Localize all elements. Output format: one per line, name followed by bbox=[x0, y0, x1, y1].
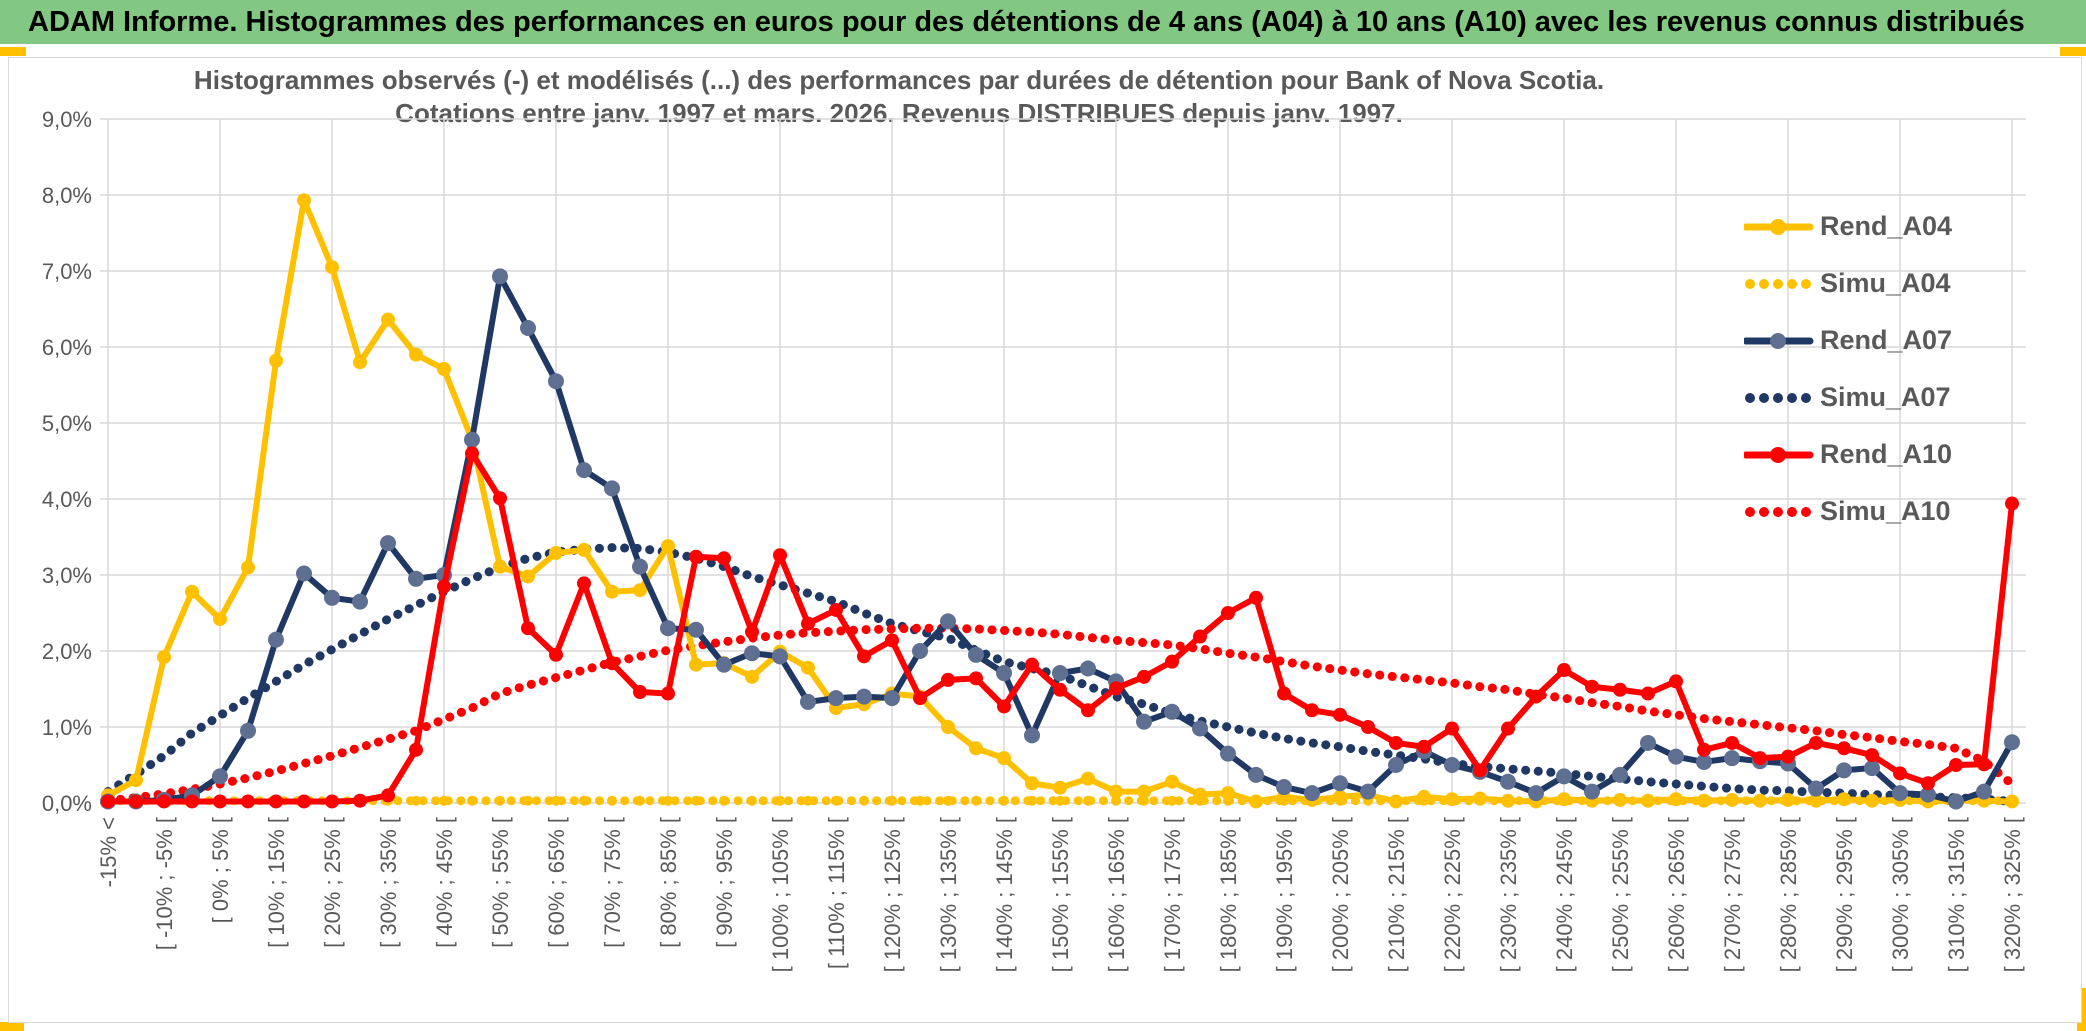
x-tick-label: [ 130% ; 135% [ bbox=[936, 817, 961, 972]
x-tick-label: [ 30% ; 35% [ bbox=[376, 817, 401, 948]
legend-item-Rend_A10[interactable]: Rend_A10 bbox=[1744, 426, 2044, 483]
x-tick-label: [ 100% ; 105% [ bbox=[768, 817, 793, 972]
y-tick-label: 1,0% bbox=[42, 715, 92, 740]
legend-swatch-solid bbox=[1744, 332, 1814, 349]
legend-item-Simu_A04[interactable]: Simu_A04 bbox=[1744, 255, 2044, 312]
x-tick-label: [ 230% ; 235% [ bbox=[1496, 817, 1521, 972]
x-tick-label: [ 260% ; 265% [ bbox=[1664, 817, 1689, 972]
legend-swatch-dotted bbox=[1745, 506, 1811, 517]
series-Rend_A10 bbox=[101, 446, 2019, 809]
x-tick-label: [ 290% ; 295% [ bbox=[1832, 817, 1857, 972]
legend-item-Rend_A07[interactable]: Rend_A07 bbox=[1744, 312, 2044, 369]
chart-legend: Rend_A04 Simu_A04 Rend_A07 Simu_A07 Rend_A10… bbox=[1744, 198, 2044, 540]
legend-swatch-dotted bbox=[1745, 278, 1811, 289]
y-tick-label: 4,0% bbox=[42, 487, 92, 512]
x-tick-label: [ 210% ; 215% [ bbox=[1384, 817, 1409, 972]
y-tick-label: 8,0% bbox=[42, 183, 92, 208]
legend-swatch-solid bbox=[1744, 446, 1814, 463]
x-tick-label: [ -10% ; -5% [ bbox=[152, 817, 177, 950]
x-tick-label: [ 180% ; 185% [ bbox=[1216, 817, 1241, 972]
x-tick-label: [ 300% ; 305% [ bbox=[1888, 817, 1913, 972]
x-tick-label: [ 200% ; 205% [ bbox=[1328, 817, 1353, 972]
y-tick-label: 6,0% bbox=[42, 335, 92, 360]
chart-title-line1: Histogrammes observés (-) et modélisés (… bbox=[193, 65, 1605, 95]
x-tick-label: [ 250% ; 255% [ bbox=[1608, 817, 1633, 972]
series-Simu_A10 bbox=[103, 623, 2017, 806]
legend-label: Simu_A04 bbox=[1820, 268, 1951, 298]
y-tick-label: 9,0% bbox=[42, 107, 92, 132]
legend-label: Simu_A10 bbox=[1820, 496, 1951, 526]
legend-item-Rend_A04[interactable]: Rend_A04 bbox=[1744, 198, 2044, 255]
y-tick-label: 3,0% bbox=[42, 563, 92, 588]
x-tick-label: [ 240% ; 245% [ bbox=[1552, 817, 1577, 972]
x-tick-label: [ 70% ; 75% [ bbox=[600, 817, 625, 948]
x-tick-label: [ 150% ; 155% [ bbox=[1048, 817, 1073, 972]
x-tick-label: [ 270% ; 275% [ bbox=[1720, 817, 1745, 972]
title-banner: ADAM Informe. Histogrammes des performan… bbox=[0, 0, 2086, 44]
series-Rend_A07 bbox=[100, 268, 2020, 810]
corner-accent-bottom-left bbox=[0, 1022, 24, 1031]
chart-title-block: Histogrammes observés (-) et modélisés (… bbox=[159, 64, 1639, 130]
x-tick-label: [ 90% ; 95% [ bbox=[712, 817, 737, 948]
x-tick-label: [ 140% ; 145% [ bbox=[992, 817, 1017, 972]
x-tick-label: [ 320% ; 325% [ bbox=[2000, 817, 2025, 972]
y-tick-label: 2,0% bbox=[42, 639, 92, 664]
corner-accent-top-left bbox=[0, 47, 26, 56]
chart-panel: Histogrammes observés (-) et modélisés (… bbox=[8, 57, 2082, 1023]
x-tick-label: [ 310% ; 315% [ bbox=[1944, 817, 1969, 972]
x-tick-label: [ 0% ; 5% [ bbox=[208, 817, 233, 923]
banner-title: ADAM Informe. Histogrammes des performan… bbox=[28, 5, 2025, 38]
y-tick-label: 7,0% bbox=[42, 259, 92, 284]
y-tick-label: 5,0% bbox=[42, 411, 92, 436]
legend-item-Simu_A07[interactable]: Simu_A07 bbox=[1744, 369, 2044, 426]
legend-item-Simu_A10[interactable]: Simu_A10 bbox=[1744, 483, 2044, 540]
plot-area: 0,0% 1,0% 2,0% 3,0% 4,0% 5,0% 6,0% 7,0% 8,0% 9,0%… bbox=[42, 107, 2026, 972]
x-tick-label: -15% < bbox=[96, 817, 121, 887]
x-tick-label: [ 170% ; 175% [ bbox=[1160, 817, 1185, 972]
legend-label: Rend_A07 bbox=[1820, 325, 1953, 355]
series-Rend_A04 bbox=[101, 193, 2019, 809]
x-tick-label: [ 220% ; 225% [ bbox=[1440, 817, 1465, 972]
legend-label: Rend_A04 bbox=[1820, 211, 1953, 241]
x-tick-label: [ 40% ; 45% [ bbox=[432, 817, 457, 948]
legend-swatch-solid bbox=[1744, 218, 1814, 235]
legend-label: Rend_A10 bbox=[1820, 439, 1953, 469]
chart-title-line2: Cotations entre janv. 1997 et mars. 2026… bbox=[395, 98, 1403, 128]
corner-accent-top-right bbox=[2060, 47, 2086, 56]
legend-label: Simu_A07 bbox=[1820, 382, 1951, 412]
x-tick-label: [ 120% ; 125% [ bbox=[880, 817, 905, 972]
legend-swatch-dotted bbox=[1745, 392, 1811, 403]
x-tick-label: [ 50% ; 55% [ bbox=[488, 817, 513, 948]
x-tick-label: [ 280% ; 285% [ bbox=[1776, 817, 1801, 972]
x-tick-label: [ 10% ; 15% [ bbox=[264, 817, 289, 948]
x-tick-label: [ 60% ; 65% [ bbox=[544, 817, 569, 948]
x-tick-label: [ 160% ; 165% [ bbox=[1104, 817, 1129, 972]
x-tick-label: [ 190% ; 195% [ bbox=[1272, 817, 1297, 972]
x-tick-label: [ 110% ; 115% [ bbox=[824, 817, 849, 969]
x-tick-label: [ 80% ; 85% [ bbox=[656, 817, 681, 948]
x-tick-label: [ 20% ; 25% [ bbox=[320, 817, 345, 948]
y-tick-label: 0,0% bbox=[42, 791, 92, 816]
